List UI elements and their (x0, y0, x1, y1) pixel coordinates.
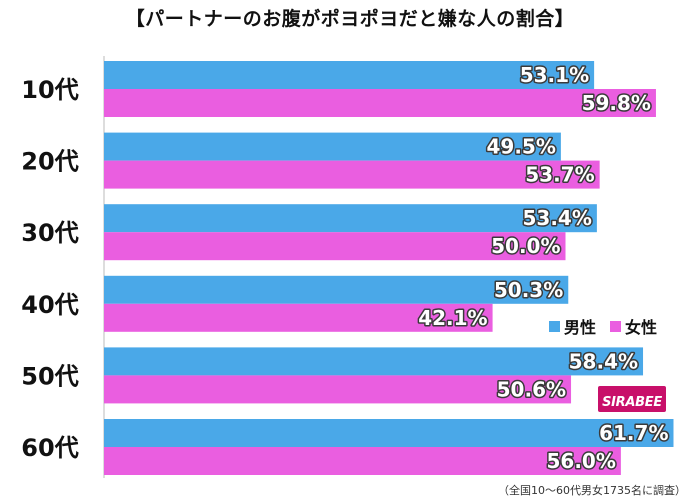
bar-female-0 (104, 89, 656, 117)
bar-male-2 (104, 204, 597, 233)
bar-female-2 (104, 232, 566, 261)
value-label-male-4: 58.4% (569, 349, 638, 373)
legend-label-male: 男性 (563, 318, 596, 337)
sirabee-logo: SIRABEE (598, 386, 666, 412)
legend-item-male: 男性 (548, 314, 596, 338)
legend: 男性 女性 (533, 309, 673, 343)
value-label-female-0: 59.8% (582, 91, 651, 115)
category-label-4: 50代 (21, 362, 78, 390)
bar-male-4 (104, 347, 644, 376)
legend-item-female: 女性 (610, 314, 657, 338)
chart-title: 【パートナーのお腹がポヨポヨだと嫌な人の割合】 (125, 8, 575, 30)
value-label-male-0: 53.1% (520, 63, 589, 87)
footnote: （全国10〜60代男女1735名に調査） (498, 484, 686, 497)
bar-male-5 (104, 419, 674, 447)
bar-male-3 (104, 275, 569, 304)
value-label-male-5: 61.7% (599, 421, 668, 445)
category-label-0: 10代 (21, 76, 78, 104)
legend-label-female: 女性 (625, 318, 658, 337)
value-label-female-3: 42.1% (418, 306, 487, 330)
value-label-female-4: 50.6% (497, 377, 566, 401)
category-label-3: 40代 (21, 291, 78, 319)
category-label-2: 30代 (21, 219, 78, 247)
bar-male-0 (104, 61, 595, 89)
bar-male-1 (104, 132, 561, 161)
value-label-female-1: 53.7% (525, 163, 594, 187)
bar-female-1 (104, 160, 600, 189)
bar-female-5 (104, 447, 621, 475)
legend-swatch-male (548, 320, 560, 332)
value-label-male-1: 49.5% (486, 135, 555, 159)
value-label-female-5: 56.0% (546, 449, 615, 473)
bar-female-4 (104, 375, 572, 404)
category-label-5: 60代 (21, 434, 78, 462)
legend-swatch-female (610, 320, 621, 332)
value-label-female-2: 50.0% (491, 234, 560, 258)
value-label-male-2: 53.4% (522, 206, 591, 230)
category-label-1: 20代 (21, 148, 78, 176)
bars-layer: 53.1% 59.8% 49.5% 53.7% 53.4% 50.0% 50.3% 42.1%… (104, 61, 674, 475)
value-label-male-3: 50.3% (494, 278, 563, 302)
bar-female-3 (104, 303, 493, 332)
